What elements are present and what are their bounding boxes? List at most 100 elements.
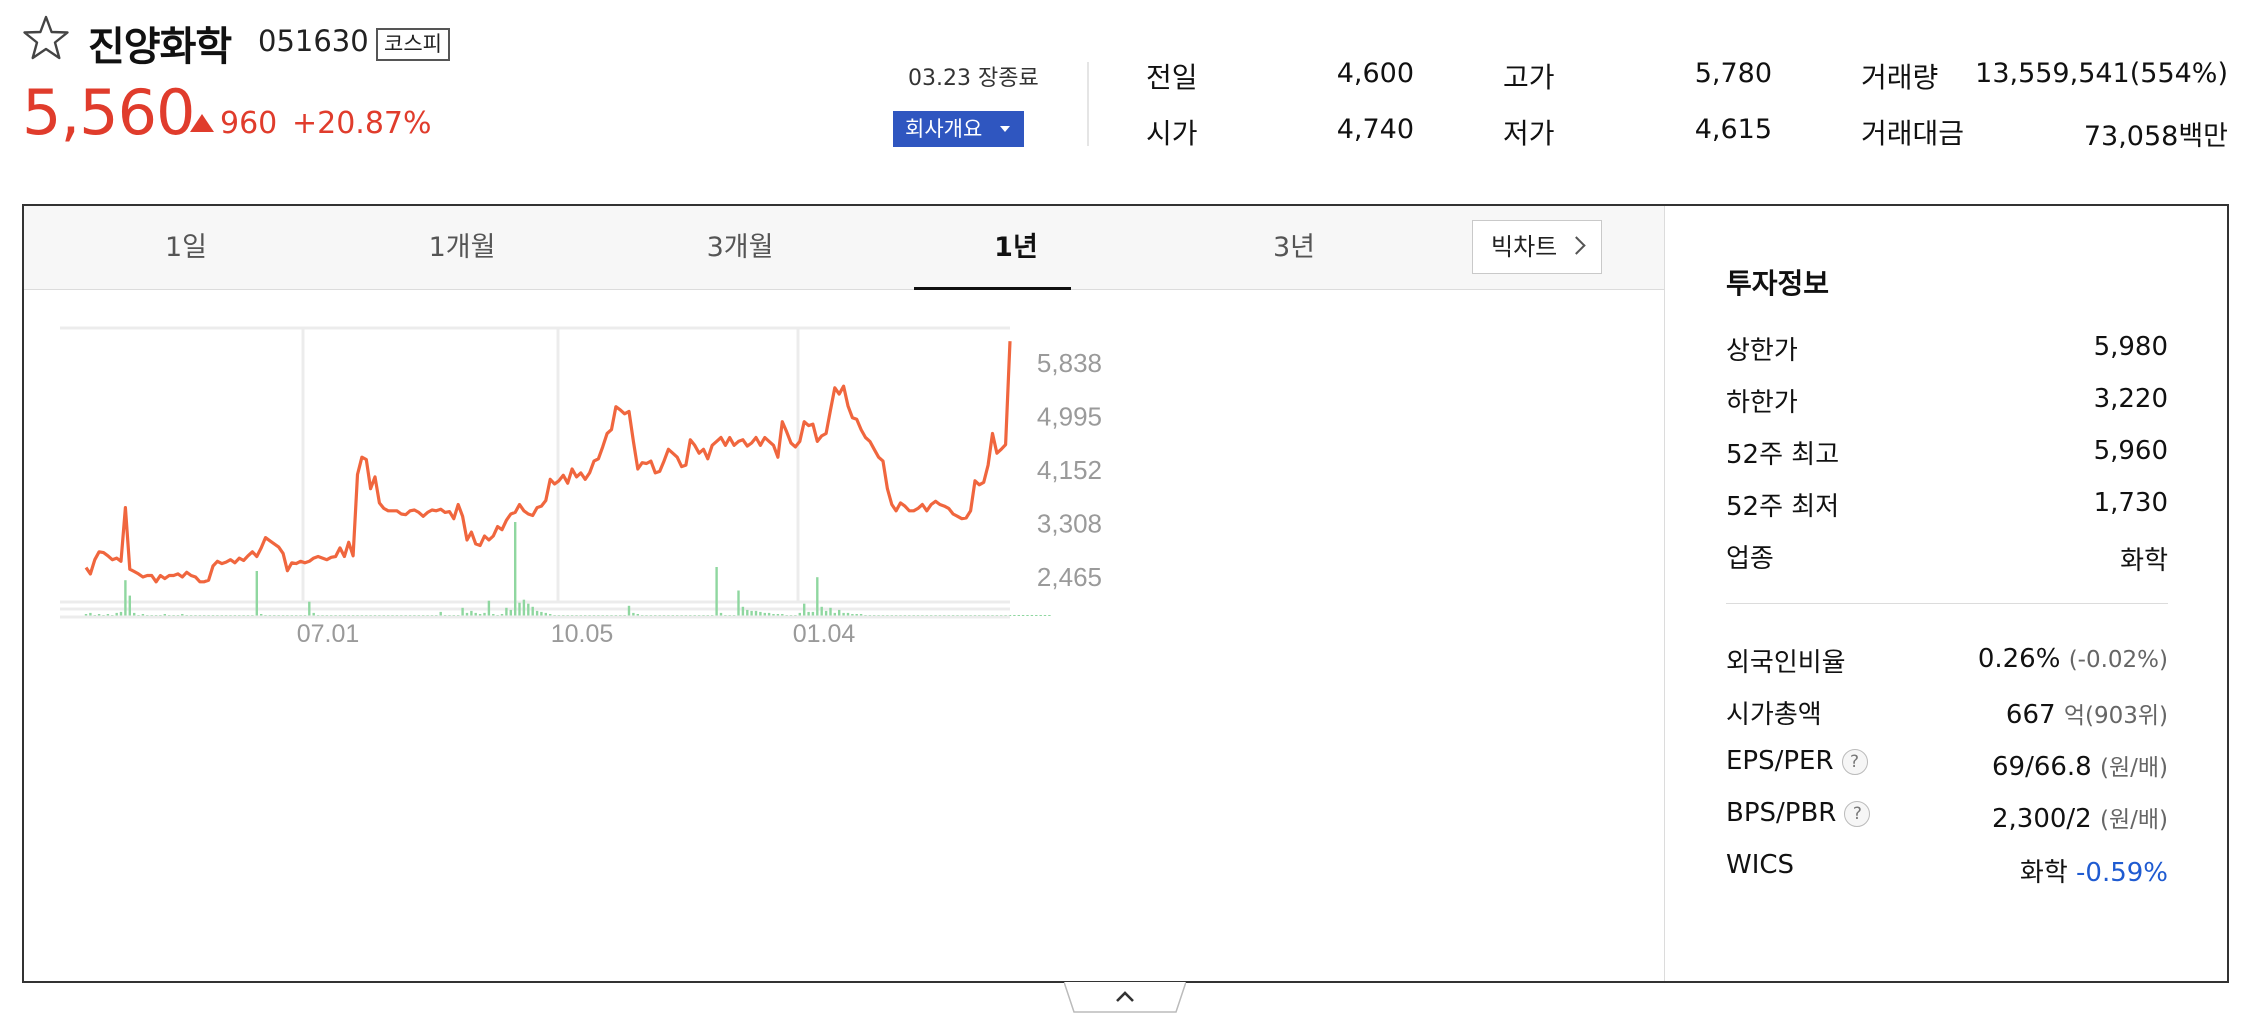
open-label: 시가	[1146, 117, 1198, 150]
company-name: 진양화학	[88, 24, 232, 70]
x-tick-label: 10.05	[551, 620, 614, 648]
upper-limit-label: 상한가	[1726, 336, 1798, 366]
eps-per-text: EPS/PER	[1726, 746, 1834, 776]
active-tab-indicator	[914, 287, 1071, 290]
volume-bar	[1030, 615, 1034, 616]
y-tick-label: 5,838	[1037, 348, 1102, 378]
y-tick-label: 4,152	[1037, 455, 1102, 485]
volume-bar	[829, 607, 832, 616]
bps-pbr: 2,300/2	[1991, 804, 2092, 834]
volume-bar	[741, 606, 745, 616]
volume-bar	[527, 603, 530, 616]
period-tabs: 1일 1개월 3개월 1년 3년	[24, 206, 1664, 290]
trade-value-label: 거래대금	[1861, 117, 1965, 150]
volume-bar	[465, 612, 469, 616]
favorite-star-icon[interactable]	[22, 14, 70, 62]
divider	[1726, 603, 2168, 604]
tab-3-months[interactable]: 3개월	[706, 232, 774, 263]
market-cap-label: 시가총액	[1726, 700, 1822, 730]
caret-down-icon	[1000, 126, 1010, 132]
price-chart[interactable]: 5,838 4,995 4,152 3,308 2,465 07.01 10.05 01.04	[24, 292, 1664, 982]
chevron-right-icon	[1567, 236, 1586, 255]
investment-info-title: 투자정보	[1726, 267, 1830, 300]
chevron-up-icon	[1116, 991, 1134, 1002]
open-value: 4,740	[1336, 114, 1414, 145]
volume-bar	[439, 611, 442, 616]
volume-bar	[255, 571, 258, 616]
volume-label: 거래량	[1861, 61, 1939, 94]
volume-bar	[824, 610, 828, 616]
help-icon[interactable]: ?	[1844, 801, 1871, 827]
week52-low-label: 52주 최저	[1726, 492, 1840, 522]
week52-low-value: 1,730	[2093, 488, 2168, 518]
volume-bar	[461, 607, 464, 616]
eps-per-unit: (원/배)	[2099, 755, 2168, 781]
volume-bar	[1017, 615, 1020, 616]
volume-bar	[750, 610, 753, 616]
eps-per-label: EPS/PER?	[1726, 746, 1868, 776]
wics-value: 화학 -0.59%	[1900, 852, 2168, 889]
volume-bar	[803, 603, 806, 616]
sector-label: 업종	[1726, 544, 1774, 574]
tab-3-years[interactable]: 3년	[1272, 232, 1316, 263]
bps-pbr-value: 2,300/2 (원/배)	[1900, 800, 2168, 834]
volume-bar	[163, 614, 166, 616]
change-amount: 960	[220, 106, 278, 141]
volume-bar	[842, 612, 845, 616]
low-label: 저가	[1503, 117, 1555, 150]
volume-bar	[737, 590, 740, 616]
volume-bar	[767, 612, 771, 616]
volume-bar	[522, 599, 526, 616]
volume-bar	[1021, 615, 1025, 616]
collapse-button[interactable]	[1064, 982, 1186, 1014]
volume-bar	[715, 567, 718, 616]
volume-bar	[544, 612, 547, 616]
help-icon[interactable]: ?	[1841, 749, 1868, 775]
volume-bar	[84, 614, 88, 616]
price-line	[84, 341, 1012, 584]
company-overview-button[interactable]: 회사개요	[893, 111, 1024, 147]
volume-bar	[746, 609, 749, 616]
volume-bar	[470, 610, 473, 616]
volume-bar	[807, 611, 810, 616]
volume-bar	[838, 609, 841, 616]
bps-pbr-label: BPS/PBR?	[1726, 798, 1871, 828]
volume-bar	[500, 614, 504, 616]
big-chart-button[interactable]: 빅차트	[1472, 220, 1602, 274]
tab-1-month[interactable]: 1개월	[428, 232, 496, 263]
tab-1-year[interactable]: 1년	[994, 232, 1038, 263]
volume-bar	[119, 611, 123, 616]
volume-bar	[492, 614, 495, 616]
volume-bar	[781, 614, 784, 616]
volume-bar	[474, 612, 477, 616]
volume-bar	[859, 614, 863, 616]
prev-close-label: 전일	[1146, 61, 1198, 94]
volume-bar	[1048, 615, 1051, 616]
week52-high-value: 5,960	[2093, 436, 2168, 466]
volume-bar	[1035, 615, 1038, 616]
volume-bar	[128, 595, 131, 616]
upper-limit-value: 5,980	[2093, 332, 2168, 362]
bps-pbr-unit: (원/배)	[2099, 807, 2168, 833]
low-value: 4,615	[1694, 114, 1772, 145]
tab-1-day[interactable]: 1일	[164, 232, 208, 263]
bps-pbr-text: BPS/PBR	[1726, 798, 1837, 828]
high-value: 5,780	[1694, 58, 1772, 89]
prev-close-value: 4,600	[1336, 58, 1414, 89]
volume-bar	[833, 612, 836, 616]
volume-bar	[811, 611, 815, 616]
eps-per-value: 69/66.8 (원/배)	[1900, 748, 2168, 782]
volume-bar	[719, 612, 723, 616]
lower-limit-value: 3,220	[2093, 384, 2168, 414]
stock-code: 051630	[258, 24, 369, 58]
volume-bar	[627, 605, 631, 616]
y-tick-label: 3,308	[1037, 509, 1102, 539]
volume-value: 13,559,541(554%)	[1975, 58, 2228, 89]
divider	[1087, 62, 1089, 146]
volume-bar	[141, 614, 145, 616]
volume-bar	[759, 611, 762, 616]
current-price: 5,560	[22, 76, 195, 149]
lower-limit-label: 하한가	[1726, 388, 1798, 418]
volume-bar	[798, 612, 801, 616]
volume-bar	[124, 580, 127, 616]
